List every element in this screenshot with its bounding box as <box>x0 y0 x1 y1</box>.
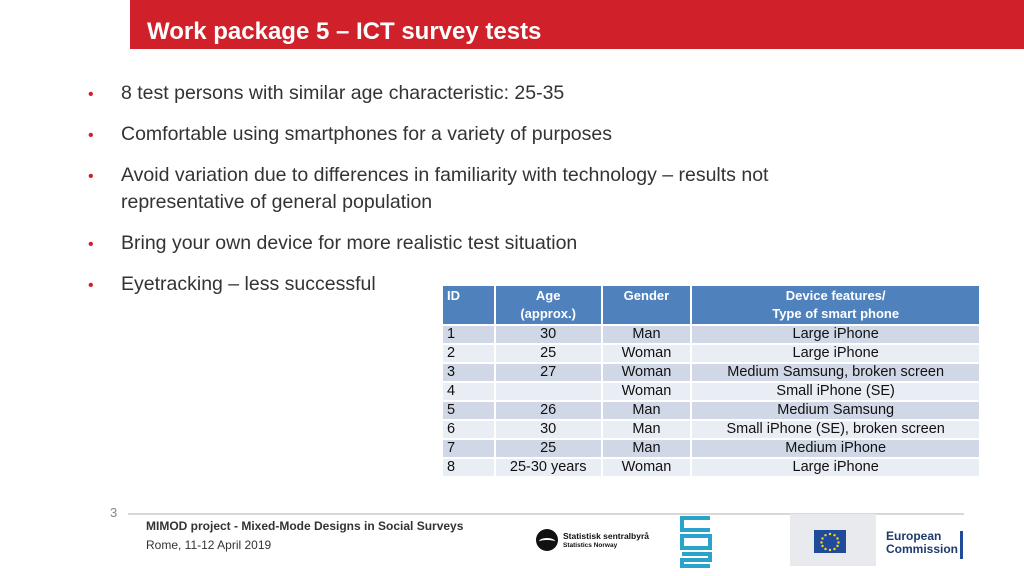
statistics-norway-logo: Statistisk sentralbyrå Statistics Norway <box>536 529 666 553</box>
cbs-logo-icon <box>680 516 712 568</box>
bullet-text: Comfortable using smartphones for a vari… <box>121 123 612 145</box>
cell-gender: Woman <box>600 343 693 364</box>
cell-id: 8 <box>441 457 496 478</box>
bullet-item: • Eyetracking – less successful <box>88 271 868 298</box>
header-device-label: Device features/ <box>785 288 886 303</box>
table-row: 6 30 Man Small iPhone (SE), broken scree… <box>441 419 981 440</box>
bullet-marker: • <box>88 236 94 253</box>
cell-age <box>493 381 603 402</box>
cell-id: 1 <box>441 324 496 345</box>
table-row: 2 25 Woman Large iPhone <box>441 343 981 364</box>
bullet-text: Eyetracking – less successful <box>121 273 376 295</box>
cell-age: 25 <box>493 438 603 459</box>
ec-logo-line2: Commission <box>886 542 959 556</box>
table-row: 8 25-30 years Woman Large iPhone <box>441 457 981 478</box>
header-device: Device features/ Type of smart phone <box>690 284 981 326</box>
cell-age: 30 <box>493 419 603 440</box>
cell-device: Large iPhone <box>690 457 981 478</box>
bullet-item: • Bring your own device for more realist… <box>88 230 868 257</box>
header-id: ID <box>441 284 496 326</box>
ssb-logo-name: Statistisk sentralbyrå <box>563 531 649 541</box>
cell-gender: Man <box>600 324 693 345</box>
cell-device: Large iPhone <box>690 343 981 364</box>
cell-device: Medium Samsung, broken screen <box>690 362 981 383</box>
ssb-emblem-icon <box>536 529 558 551</box>
cell-device: Small iPhone (SE), broken screen <box>690 419 981 440</box>
bullet-marker: • <box>88 127 94 144</box>
bullet-list: • 8 test persons with similar age charac… <box>88 80 868 312</box>
title-bar: Work package 5 – ICT survey tests <box>130 0 1024 49</box>
bullet-marker: • <box>88 86 94 103</box>
bullet-item: • Avoid variation due to differences in … <box>88 162 868 216</box>
test-persons-table: ID Age (approx.) Gender Device features/… <box>441 284 981 478</box>
cbs-logo <box>678 514 714 570</box>
ssb-logo-subtitle: Statistics Norway <box>563 542 618 549</box>
bullet-marker: • <box>88 277 94 294</box>
header-gender: Gender <box>600 284 693 326</box>
bullet-text: Avoid variation due to differences in fa… <box>121 164 769 213</box>
page-title: Work package 5 – ICT survey tests <box>147 18 542 45</box>
footer-place-date: Rome, 11-12 April 2019 <box>146 538 272 552</box>
cell-age: 26 <box>493 400 603 421</box>
ec-logo-line1: European <box>886 529 942 543</box>
table-row: 4 Woman Small iPhone (SE) <box>441 381 981 402</box>
footer-divider <box>128 513 964 515</box>
eu-flag-icon <box>814 530 846 553</box>
cell-gender: Man <box>600 419 693 440</box>
cell-gender: Woman <box>600 381 693 402</box>
ec-logo-name: European Commission <box>886 530 958 556</box>
bullet-text: Bring your own device for more realistic… <box>121 232 578 254</box>
european-commission-logo: European Commission <box>790 514 965 566</box>
footer-project-name: MIMOD project - Mixed-Mode Designs in So… <box>146 519 464 533</box>
cell-id: 3 <box>441 362 496 383</box>
cell-age: 30 <box>493 324 603 345</box>
cell-gender: Woman <box>600 457 693 478</box>
cell-id: 6 <box>441 419 496 440</box>
ec-accent-bar <box>960 531 963 559</box>
bullet-item: • Comfortable using smartphones for a va… <box>88 121 868 148</box>
cell-age: 25 <box>493 343 603 364</box>
cell-id: 2 <box>441 343 496 364</box>
header-device-type: Type of smart phone <box>772 306 900 321</box>
cell-id: 5 <box>441 400 496 421</box>
slide-number: 3 <box>110 505 118 520</box>
table-row: 1 30 Man Large iPhone <box>441 324 981 345</box>
header-age-note: (approx.) <box>520 306 576 321</box>
cell-device: Medium iPhone <box>690 438 981 459</box>
cell-age: 27 <box>493 362 603 383</box>
bullet-text: 8 test persons with similar age characte… <box>121 82 565 104</box>
cell-device: Medium Samsung <box>690 400 981 421</box>
cell-device: Large iPhone <box>690 324 981 345</box>
cell-gender: Man <box>600 438 693 459</box>
table-row: 5 26 Man Medium Samsung <box>441 400 981 421</box>
table-header-row: ID Age (approx.) Gender Device features/… <box>441 284 981 326</box>
bullet-marker: • <box>88 168 94 185</box>
header-age: Age (approx.) <box>493 284 603 326</box>
bullet-item: • 8 test persons with similar age charac… <box>88 80 868 107</box>
cell-id: 7 <box>441 438 496 459</box>
cell-id: 4 <box>441 381 496 402</box>
cell-device: Small iPhone (SE) <box>690 381 981 402</box>
table-row: 7 25 Man Medium iPhone <box>441 438 981 459</box>
cell-gender: Woman <box>600 362 693 383</box>
cell-age: 25-30 years <box>493 457 603 478</box>
table-row: 3 27 Woman Medium Samsung, broken screen <box>441 362 981 383</box>
header-age-label: Age <box>535 288 561 303</box>
cell-gender: Man <box>600 400 693 421</box>
